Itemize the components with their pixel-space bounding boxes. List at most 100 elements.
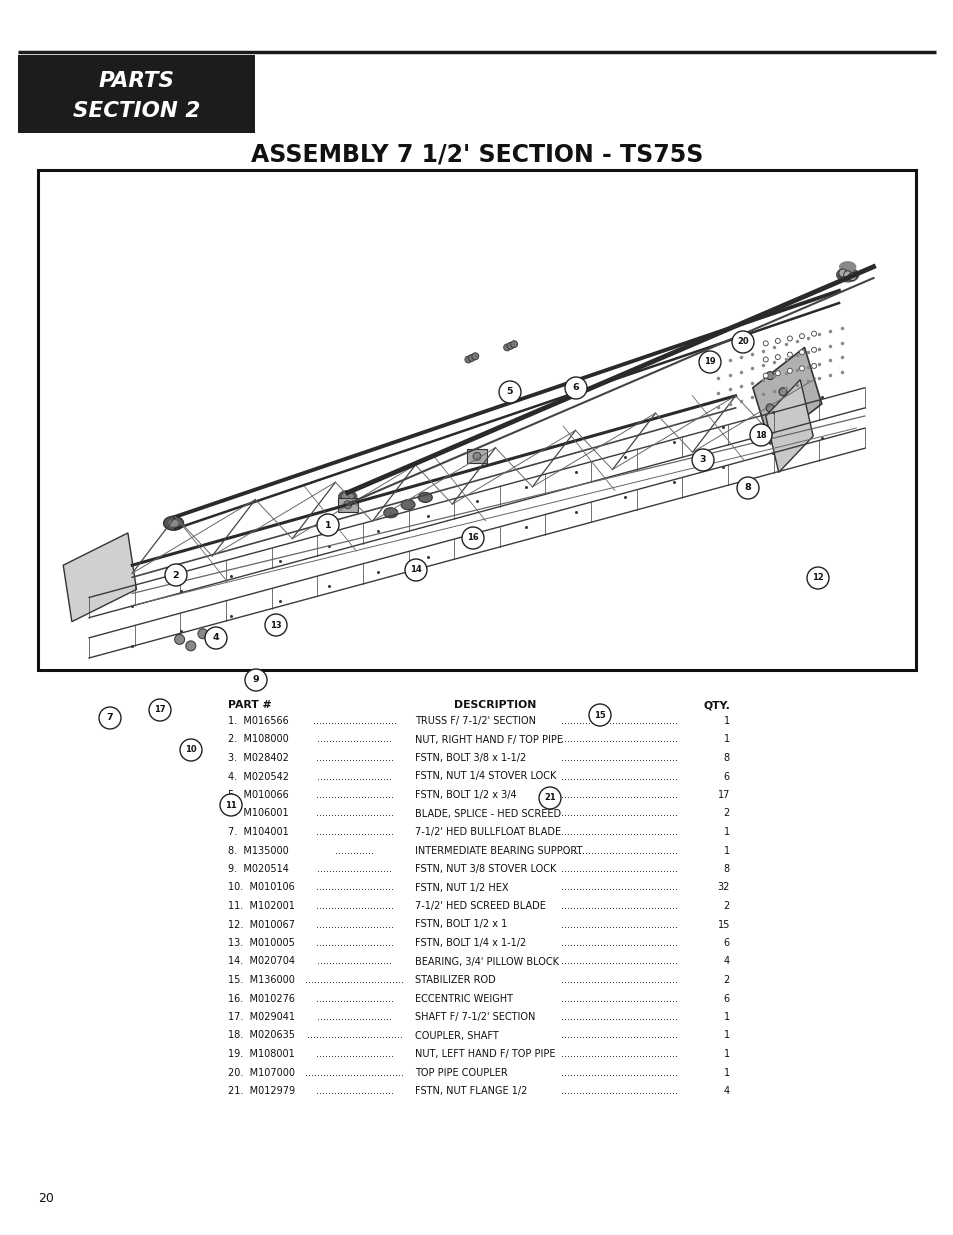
Text: 10.  M010106: 10. M010106 — [228, 883, 297, 893]
Circle shape — [464, 356, 472, 363]
Text: ..........................: .......................... — [315, 1049, 394, 1058]
Text: 16.  M010276: 16. M010276 — [228, 993, 297, 1004]
Text: 21: 21 — [543, 794, 556, 803]
Circle shape — [510, 341, 517, 348]
Text: 4.  M020542: 4. M020542 — [228, 772, 292, 782]
Circle shape — [538, 787, 560, 809]
Text: FSTN, NUT 1/2 HEX: FSTN, NUT 1/2 HEX — [415, 883, 508, 893]
Text: NUT, LEFT HAND F/ TOP PIPE: NUT, LEFT HAND F/ TOP PIPE — [415, 1049, 555, 1058]
Text: ............................: ............................ — [313, 716, 396, 726]
Circle shape — [786, 352, 792, 357]
Circle shape — [174, 635, 185, 645]
Text: .......................................: ....................................... — [561, 772, 678, 782]
Text: COUPLER, SHAFT: COUPLER, SHAFT — [415, 1030, 498, 1041]
Circle shape — [473, 452, 480, 461]
Bar — [18, 56, 254, 133]
Text: 19.  M108001: 19. M108001 — [228, 1049, 297, 1058]
Circle shape — [799, 333, 803, 338]
Circle shape — [775, 370, 780, 375]
Text: .......................................: ....................................... — [561, 716, 678, 726]
Circle shape — [762, 357, 767, 362]
Text: 1: 1 — [324, 520, 331, 530]
Text: 17.  M029041: 17. M029041 — [228, 1011, 297, 1023]
Text: .........................: ......................... — [317, 772, 392, 782]
Text: 6: 6 — [723, 772, 729, 782]
Circle shape — [507, 342, 514, 350]
Circle shape — [149, 699, 171, 721]
Circle shape — [737, 477, 759, 499]
Text: 6: 6 — [723, 939, 729, 948]
Text: FSTN, BOLT 1/4 x 1-1/2: FSTN, BOLT 1/4 x 1-1/2 — [415, 939, 526, 948]
Circle shape — [316, 514, 338, 536]
Text: 8.  M135000: 8. M135000 — [228, 846, 292, 856]
Text: .................................: ................................. — [305, 1067, 404, 1077]
Text: 20: 20 — [38, 1192, 53, 1205]
Circle shape — [765, 404, 773, 412]
Text: .......................................: ....................................... — [561, 883, 678, 893]
Text: 20.  M107000: 20. M107000 — [228, 1067, 297, 1077]
Text: 12: 12 — [811, 573, 823, 583]
Ellipse shape — [169, 520, 178, 527]
Text: 2: 2 — [723, 809, 729, 819]
Circle shape — [731, 331, 753, 353]
Text: PART #: PART # — [228, 700, 272, 710]
Ellipse shape — [342, 493, 353, 500]
Text: SHAFT F/ 7-1/2' SECTION: SHAFT F/ 7-1/2' SECTION — [415, 1011, 535, 1023]
Text: ..........................: .......................... — [315, 883, 394, 893]
Ellipse shape — [836, 268, 858, 282]
Text: .......................................: ....................................... — [561, 809, 678, 819]
Circle shape — [498, 382, 520, 403]
Circle shape — [265, 614, 287, 636]
Text: 9.  M020514: 9. M020514 — [228, 864, 292, 874]
Text: .......................................: ....................................... — [561, 1067, 678, 1077]
Text: 11.  M102001: 11. M102001 — [228, 902, 297, 911]
Circle shape — [811, 331, 816, 336]
Text: 1: 1 — [723, 1011, 729, 1023]
Circle shape — [775, 338, 780, 343]
Polygon shape — [765, 379, 812, 473]
Text: .......................................: ....................................... — [561, 1030, 678, 1041]
Text: 5: 5 — [506, 388, 513, 396]
Ellipse shape — [839, 262, 855, 272]
Circle shape — [588, 704, 610, 726]
Text: 3.  M028402: 3. M028402 — [228, 753, 292, 763]
Text: 7: 7 — [107, 714, 113, 722]
Text: 6: 6 — [572, 384, 578, 393]
Text: .......................................: ....................................... — [561, 920, 678, 930]
Circle shape — [811, 363, 816, 368]
Ellipse shape — [163, 516, 183, 530]
Circle shape — [799, 366, 803, 370]
Text: .............: ............. — [335, 846, 375, 856]
Circle shape — [180, 739, 202, 761]
Text: .......................................: ....................................... — [561, 864, 678, 874]
Text: 32: 32 — [717, 883, 729, 893]
Circle shape — [811, 347, 816, 352]
Text: 7.  M104001: 7. M104001 — [228, 827, 292, 837]
Circle shape — [99, 706, 121, 729]
Text: .......................................: ....................................... — [561, 846, 678, 856]
Text: TRUSS F/ 7-1/2' SECTION: TRUSS F/ 7-1/2' SECTION — [415, 716, 536, 726]
Circle shape — [699, 351, 720, 373]
Text: .......................................: ....................................... — [561, 827, 678, 837]
Text: 15: 15 — [594, 710, 605, 720]
Circle shape — [197, 629, 208, 638]
Text: 9: 9 — [253, 676, 259, 684]
Text: ..........................: .......................... — [315, 902, 394, 911]
Text: 7-1/2' HED BULLFLOAT BLADE: 7-1/2' HED BULLFLOAT BLADE — [415, 827, 560, 837]
Circle shape — [838, 269, 846, 277]
Text: 8: 8 — [723, 753, 729, 763]
Circle shape — [775, 354, 780, 359]
Text: 14.  M020704: 14. M020704 — [228, 956, 297, 967]
Text: .......................................: ....................................... — [561, 974, 678, 986]
Circle shape — [472, 353, 478, 359]
Text: 4: 4 — [213, 634, 219, 642]
Text: TOP PIPE COUPLER: TOP PIPE COUPLER — [415, 1067, 507, 1077]
Text: 20: 20 — [737, 337, 748, 347]
Text: ..........................: .......................... — [315, 1086, 394, 1095]
Text: INTERMEDIATE BEARING SUPPORT: INTERMEDIATE BEARING SUPPORT — [415, 846, 581, 856]
Text: 17: 17 — [154, 705, 166, 715]
Text: DESCRIPTION: DESCRIPTION — [454, 700, 536, 710]
Text: 16: 16 — [467, 534, 478, 542]
Text: .........................: ......................... — [317, 1011, 392, 1023]
Text: .......................................: ....................................... — [561, 956, 678, 967]
